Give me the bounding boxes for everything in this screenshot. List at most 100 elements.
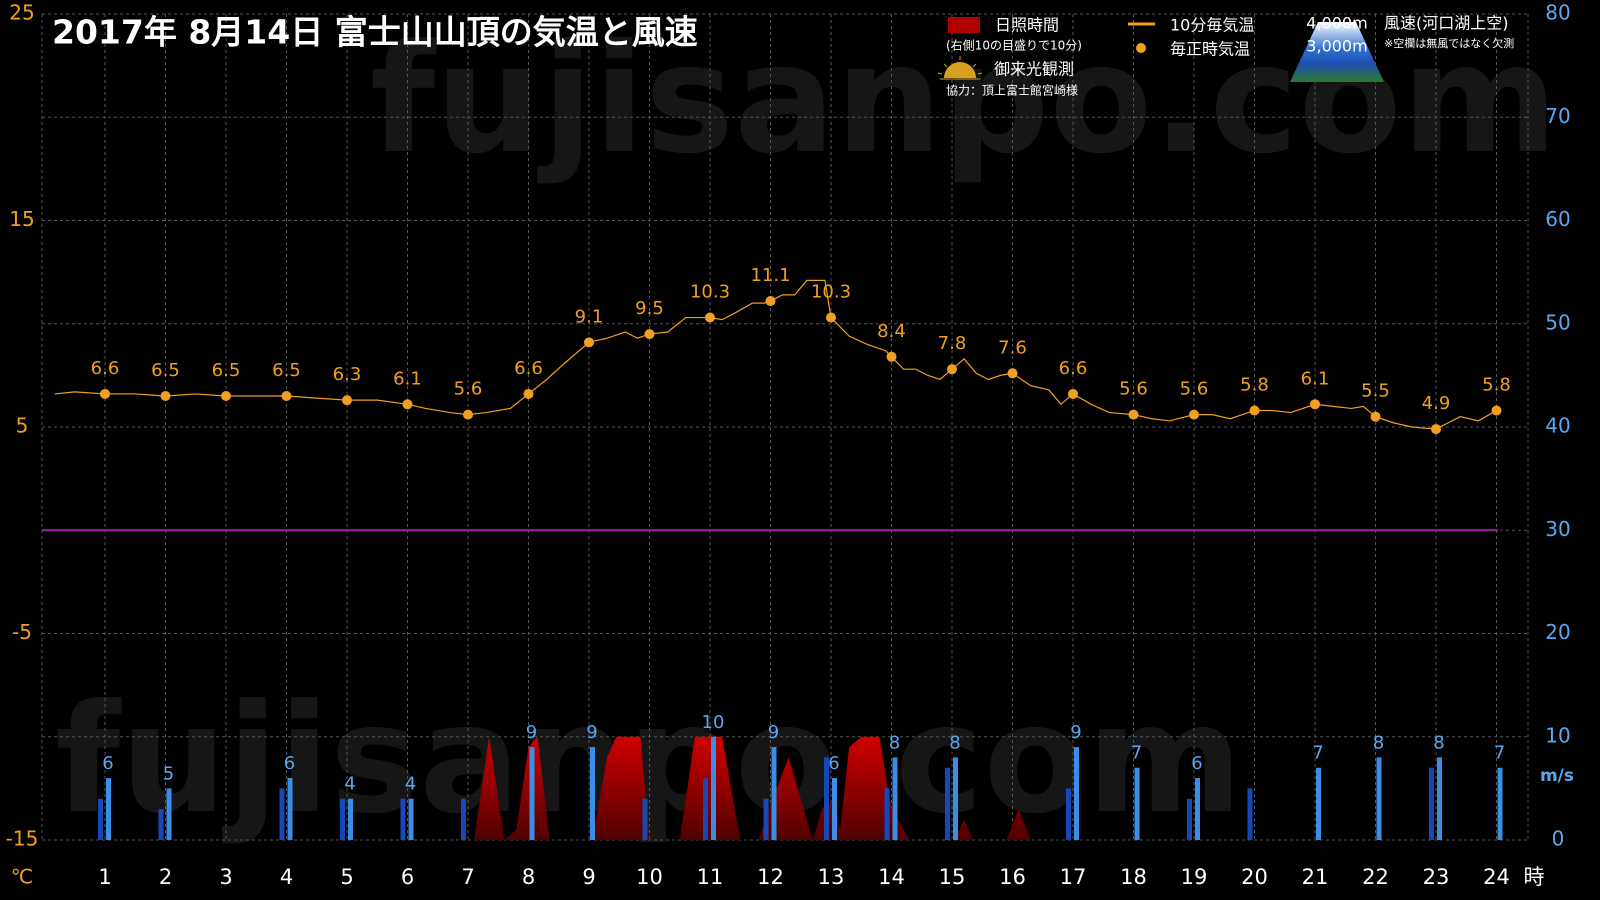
y2-tick-label: 70 xyxy=(1545,104,1570,128)
wind-bar xyxy=(461,798,466,840)
hourly-point xyxy=(705,312,715,323)
x-unit: 時 xyxy=(1524,865,1545,889)
data-label: 10 xyxy=(702,712,725,733)
hourly-point xyxy=(1431,424,1441,435)
wind-bar xyxy=(98,798,103,840)
wind-bar xyxy=(884,788,890,840)
data-label: 8 xyxy=(889,732,900,753)
hourly-point xyxy=(281,391,292,402)
x-tick-label: 1 xyxy=(98,865,111,889)
wind-bar xyxy=(1187,798,1192,840)
y-tick-label: -5 xyxy=(12,620,32,644)
wind-bar xyxy=(1134,767,1140,840)
hourly-point xyxy=(221,391,231,402)
hourly-point xyxy=(1128,409,1139,420)
x-tick-label: 16 xyxy=(999,865,1026,889)
hourly-point xyxy=(886,351,897,362)
wind-bar xyxy=(1316,767,1321,840)
data-label: 6.5 xyxy=(272,360,301,381)
x-tick-label: 2 xyxy=(159,865,172,889)
data-label: 6.6 xyxy=(514,358,543,379)
legend-label: 御来光観測 xyxy=(994,60,1074,79)
wind-bar xyxy=(771,747,777,840)
legend-note: 風速(河口湖上空) xyxy=(1384,14,1509,33)
wind-bar xyxy=(1429,767,1434,840)
x-tick-label: 11 xyxy=(697,865,724,889)
data-label: 10.3 xyxy=(690,282,730,303)
data-label: 5 xyxy=(163,763,174,784)
data-label: 9 xyxy=(586,722,597,743)
hourly-point xyxy=(463,409,473,420)
wind-bar xyxy=(340,798,345,840)
data-label: 7.8 xyxy=(938,333,967,354)
wind-bar xyxy=(711,736,716,840)
wind-bar xyxy=(590,747,595,840)
hourly-point xyxy=(1310,399,1320,410)
hourly-point xyxy=(1249,405,1260,416)
hourly-point xyxy=(1491,405,1502,416)
x-tick-label: 19 xyxy=(1181,865,1208,889)
x-tick-label: 14 xyxy=(878,865,905,889)
data-label: 5.6 xyxy=(1180,379,1209,400)
y2-tick-label: 40 xyxy=(1545,414,1570,438)
hourly-point xyxy=(765,296,776,307)
wind-bar xyxy=(1074,747,1079,840)
y-unit: ℃ xyxy=(11,865,33,889)
legend-note: (右側10の目盛りで10分) xyxy=(946,38,1082,53)
data-label: 6 xyxy=(284,753,295,774)
hourly-point xyxy=(100,388,110,399)
hourly-point xyxy=(826,312,836,323)
y2-tick-label: 80 xyxy=(1545,1,1570,25)
data-label: 6 xyxy=(828,753,839,774)
wind-bar xyxy=(408,798,414,840)
y2-tick-label: 30 xyxy=(1545,517,1570,541)
hourly-point xyxy=(342,395,352,406)
y2-unit: m/s xyxy=(1540,766,1574,786)
data-label: 4 xyxy=(405,774,416,795)
x-tick-label: 4 xyxy=(280,865,293,889)
x-tick-label: 20 xyxy=(1241,865,1268,889)
wind-bar xyxy=(953,757,958,840)
x-tick-label: 24 xyxy=(1483,865,1510,889)
legend-label: 4,000m xyxy=(1306,14,1367,33)
data-label: 7.6 xyxy=(998,337,1027,358)
data-label: 6.1 xyxy=(1301,368,1330,389)
data-label: 9 xyxy=(1070,722,1081,743)
wind-bar xyxy=(945,767,950,840)
wind-bar xyxy=(348,798,353,840)
x-tick-label: 3 xyxy=(219,865,232,889)
y2-tick-label: 60 xyxy=(1545,207,1570,231)
wind-bar xyxy=(287,778,293,840)
data-label: 4.9 xyxy=(1422,393,1451,414)
wind-bar xyxy=(1066,788,1071,840)
wind-bar xyxy=(763,798,769,840)
data-label: 4 xyxy=(344,774,355,795)
y2-tick-label: 10 xyxy=(1545,723,1570,747)
wind-bar xyxy=(703,778,708,840)
data-label: 5.8 xyxy=(1482,374,1511,395)
x-tick-label: 5 xyxy=(340,865,353,889)
y-tick-label: 15 xyxy=(9,207,34,231)
wind-bar xyxy=(832,778,837,840)
x-tick-label: 6 xyxy=(401,865,414,889)
y2-tick-label: 50 xyxy=(1545,310,1570,334)
wind-bar xyxy=(529,747,535,840)
x-tick-label: 10 xyxy=(636,865,663,889)
data-label: 5.6 xyxy=(1119,379,1148,400)
data-label: 6 xyxy=(1191,753,1202,774)
x-tick-label: 18 xyxy=(1120,865,1147,889)
hourly-point xyxy=(947,364,957,375)
y-tick-label: -15 xyxy=(6,827,39,851)
y-tick-label: 25 xyxy=(9,1,34,25)
wind-bar xyxy=(279,788,285,840)
data-label: 6.6 xyxy=(91,358,120,379)
y2-tick-label: 20 xyxy=(1545,620,1570,644)
legend: 日照時間 (右側10の目盛りで10分) 10分毎気温 毎正時気温 御来光観測 協… xyxy=(937,14,1514,98)
legend-note: ※空欄は無風ではなく欠測 xyxy=(1384,36,1514,50)
legend-label: 3,000m xyxy=(1306,37,1367,56)
data-label: 9 xyxy=(526,722,537,743)
x-tick-label: 7 xyxy=(461,865,474,889)
x-tick-label: 23 xyxy=(1423,865,1450,889)
